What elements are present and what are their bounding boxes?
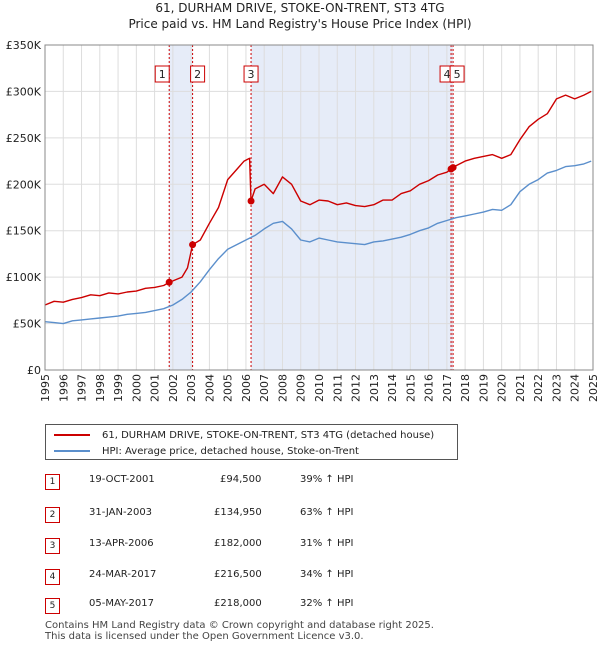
x-tick-label: 2024 <box>569 374 582 402</box>
sale-point <box>247 197 255 205</box>
x-tick-label: 2011 <box>331 374 344 402</box>
sale-marker-label: 4 <box>444 68 451 81</box>
transaction-hpi: 39% ↑ HPI <box>300 474 354 485</box>
property-price-line <box>44 90 592 306</box>
y-tick-label: £300K <box>6 85 42 98</box>
transaction-hpi: 31% ↑ HPI <box>300 538 354 549</box>
transaction-price: £182,000 <box>214 538 262 549</box>
transaction-hpi: 63% ↑ HPI <box>300 507 354 518</box>
price-chart: 61, DURHAM DRIVE, STOKE-ON-TRENT, ST3 4T… <box>6 1 600 402</box>
x-tick-label: 2025 <box>587 374 600 402</box>
transaction-number: 1 <box>45 474 60 490</box>
x-tick-label: 2016 <box>423 374 436 402</box>
x-tick-label: 2020 <box>496 374 509 402</box>
transaction-hpi: 34% ↑ HPI <box>300 569 354 580</box>
transaction-number: 2 <box>45 507 60 523</box>
chart-title-line1: 61, DURHAM DRIVE, STOKE-ON-TRENT, ST3 4T… <box>155 1 444 15</box>
x-tick-label: 2010 <box>313 374 326 402</box>
transaction-date: 19-OCT-2001 <box>89 474 155 485</box>
y-tick-label: £150K <box>6 225 42 238</box>
x-tick-label: 2023 <box>550 374 563 402</box>
y-tick-label: £200K <box>6 178 42 191</box>
sale-marker-label: 3 <box>248 68 255 81</box>
transaction-number: 5 <box>45 598 60 614</box>
x-tick-label: 2014 <box>386 374 399 402</box>
x-tick-label: 2008 <box>276 374 289 402</box>
shaded-period <box>169 45 193 370</box>
x-tick-label: 2004 <box>203 374 216 402</box>
transaction-date: 31-JAN-2003 <box>89 507 153 518</box>
x-tick-label: 2013 <box>368 374 381 402</box>
transaction-date: 24-MAR-2017 <box>89 569 157 580</box>
footer: Contains HM Land Registry data © Crown c… <box>45 620 434 642</box>
sale-point <box>165 278 173 286</box>
x-tick-label: 2018 <box>459 374 472 402</box>
y-tick-label: £350K <box>6 39 42 52</box>
legend-item-hpi: HPI: Average price, detached house, Stok… <box>54 443 359 459</box>
x-tick-label: 2006 <box>240 374 253 402</box>
legend-property-swatch <box>54 434 90 436</box>
sale-marker-box <box>243 65 259 83</box>
x-tick-label: 1995 <box>39 374 52 402</box>
sale-marker-label: 1 <box>159 68 166 81</box>
transaction-number: 3 <box>45 538 60 554</box>
y-tick-label: £50K <box>13 318 42 331</box>
transaction-number: 4 <box>45 569 60 585</box>
sale-point <box>189 241 197 249</box>
hpi-line <box>44 160 592 325</box>
sale-marker-label: 2 <box>194 68 201 81</box>
x-tick-label: 2005 <box>222 374 235 402</box>
x-tick-label: 2001 <box>149 374 162 402</box>
x-tick-label: 2009 <box>295 374 308 402</box>
x-tick-label: 1999 <box>112 374 125 402</box>
x-tick-label: 1996 <box>57 374 70 402</box>
transaction-price: £134,950 <box>214 507 262 518</box>
x-tick-label: 2012 <box>350 374 363 402</box>
y-tick-label: £100K <box>6 271 42 284</box>
transaction-price: £218,000 <box>214 598 262 609</box>
y-tick-label: £250K <box>6 132 42 145</box>
plot-area-border <box>44 44 594 371</box>
x-tick-label: 2000 <box>130 374 143 402</box>
legend-hpi-label: HPI: Average price, detached house, Stok… <box>102 445 359 457</box>
legend-property-label: 61, DURHAM DRIVE, STOKE-ON-TRENT, ST3 4T… <box>102 429 435 441</box>
x-tick-label: 2002 <box>167 374 180 402</box>
transaction-date: 05-MAY-2017 <box>89 598 155 609</box>
sale-marker-box <box>190 65 206 83</box>
x-tick-label: 2003 <box>185 374 198 402</box>
legend: 61, DURHAM DRIVE, STOKE-ON-TRENT, ST3 4T… <box>45 424 458 460</box>
shaded-period <box>251 45 454 370</box>
x-tick-label: 2015 <box>404 374 417 402</box>
footer-licence: This data is licensed under the Open Gov… <box>45 631 364 642</box>
chart-title-line2: Price paid vs. HM Land Registry's House … <box>128 17 471 31</box>
sale-marker-label: 5 <box>454 68 461 81</box>
x-tick-label: 2022 <box>532 374 545 402</box>
sale-marker-box <box>154 65 170 83</box>
x-tick-label: 1997 <box>76 374 89 402</box>
transaction-price: £94,500 <box>220 474 262 485</box>
transaction-date: 13-APR-2006 <box>89 538 154 549</box>
sale-marker-box <box>449 65 465 83</box>
y-tick-label: £0 <box>27 364 41 377</box>
transaction-price: £216,500 <box>214 569 262 580</box>
legend-item-property: 61, DURHAM DRIVE, STOKE-ON-TRENT, ST3 4T… <box>54 427 434 443</box>
transaction-hpi: 32% ↑ HPI <box>300 598 354 609</box>
footer-copyright: Contains HM Land Registry data © Crown c… <box>45 620 434 631</box>
x-tick-label: 1998 <box>94 374 107 402</box>
x-tick-label: 2017 <box>441 374 454 402</box>
x-tick-label: 2021 <box>514 374 527 402</box>
x-tick-label: 2019 <box>477 374 490 402</box>
sale-point <box>449 164 457 172</box>
x-tick-label: 2007 <box>258 374 271 402</box>
legend-hpi-swatch <box>54 450 90 452</box>
